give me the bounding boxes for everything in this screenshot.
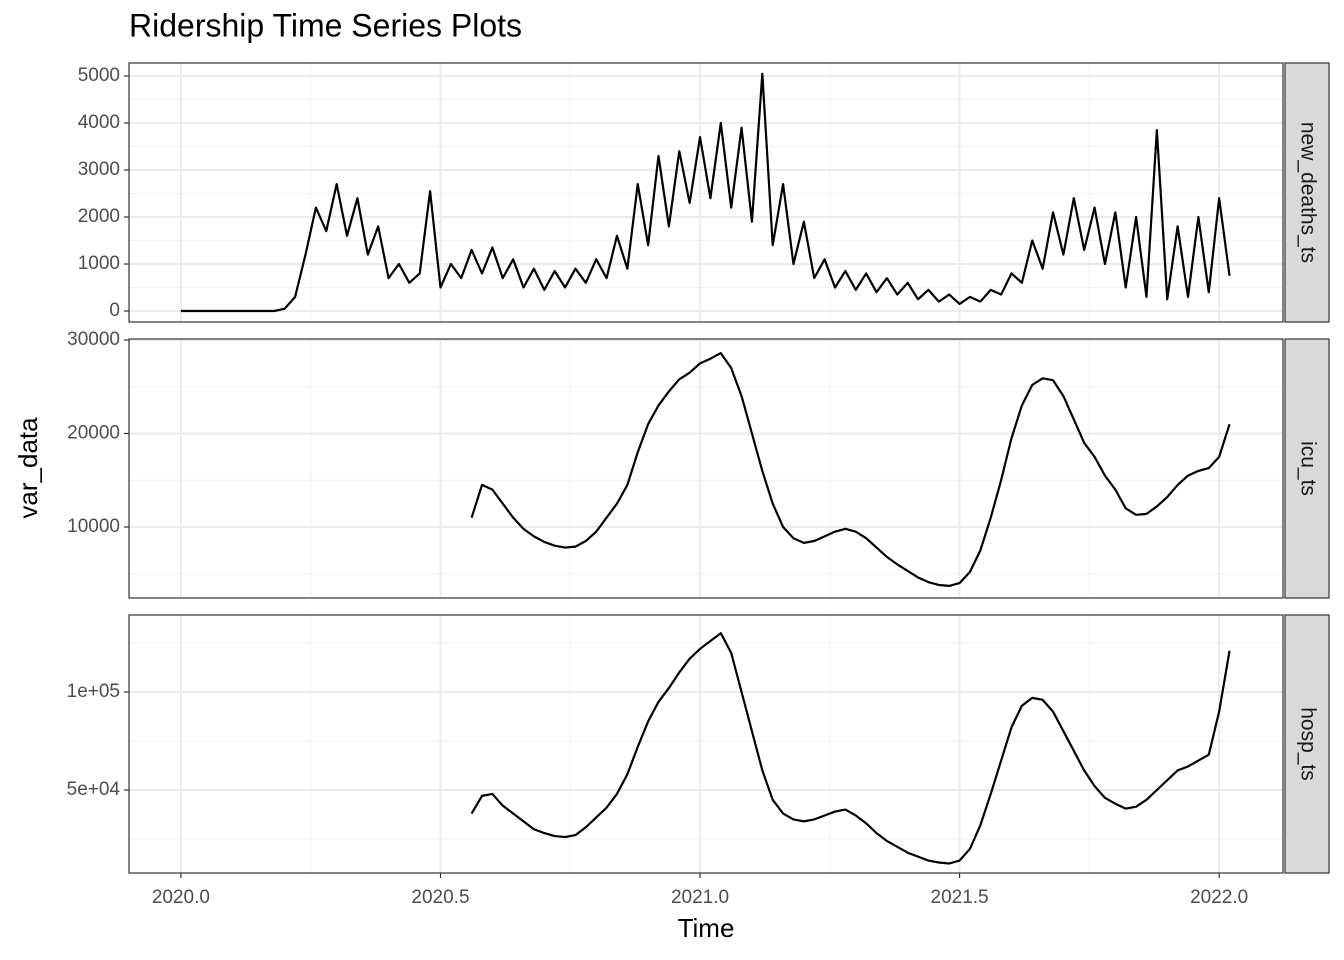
panel-border [128,62,1284,323]
x-tick-label: 2022.0 [1190,887,1248,908]
y-tick-label: 1e+05 [67,681,120,702]
y-tick-label: 10000 [67,516,120,537]
y-tick-label: 2000 [78,206,120,227]
x-tick-label: 2020.5 [411,887,469,908]
series-line [470,632,1231,865]
facet-label: new_deaths_ts [1296,122,1319,263]
facet-strip [1284,62,1330,323]
y-tick-label: 3000 [78,159,120,180]
y-tick-label: 5e+04 [67,779,121,800]
series-line [180,72,1231,313]
panel-border [128,338,1284,599]
y-tick-label: 4000 [78,112,120,133]
y-tick-label: 5000 [78,65,120,86]
x-tick-label: 2020.0 [152,887,210,908]
x-axis-label: Time [678,913,735,943]
facet-strip [1284,614,1330,874]
facet-strip [1284,338,1330,599]
panel-border [128,614,1284,874]
facet-label: icu_ts [1296,441,1319,496]
y-tick-label: 20000 [67,423,120,444]
chart-title: Ridership Time Series Plots [129,7,522,43]
facet-label: hosp_ts [1296,707,1319,781]
y-tick-label: 30000 [67,329,120,350]
series-line [470,351,1231,587]
y-tick-label: 0 [109,300,120,321]
x-tick-label: 2021.5 [931,887,989,908]
y-tick-label: 1000 [78,253,120,274]
x-tick-label: 2021.0 [671,887,729,908]
y-axis-label: var_data [13,417,43,519]
